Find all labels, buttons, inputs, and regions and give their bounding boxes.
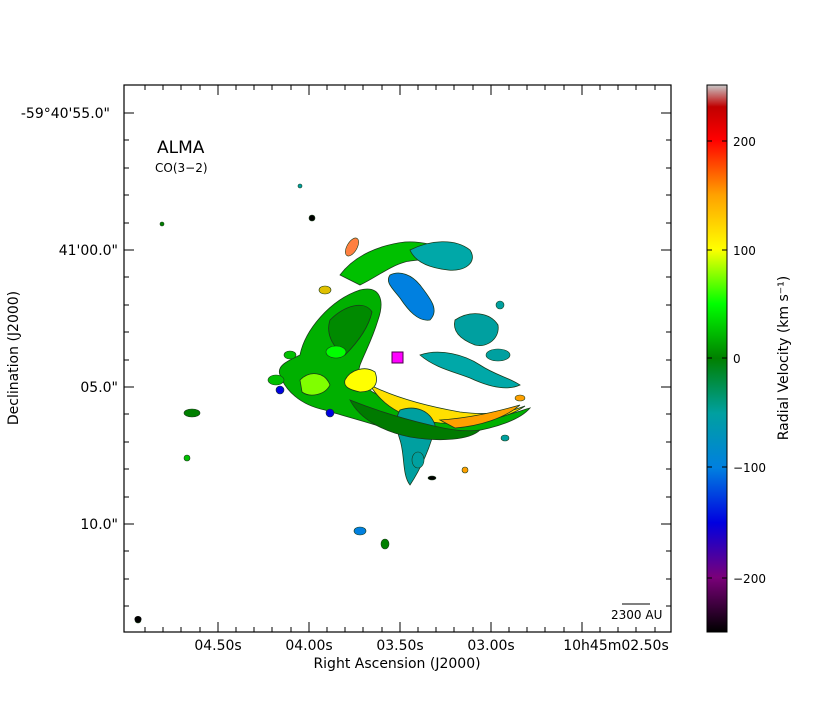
colorbar-tick-label: 100 xyxy=(733,244,756,258)
x-tick-label: 10h45m02.50s xyxy=(563,638,669,654)
x-tick-label: 04.00s xyxy=(285,638,332,654)
y-tick-label: -59°40'55.0" xyxy=(21,106,110,122)
scale-bar-label: 2300 AU xyxy=(611,608,662,622)
plot-frame xyxy=(123,84,672,633)
colorbar-tick-label: 200 xyxy=(733,135,756,149)
colorbar-tick-label: −100 xyxy=(733,461,766,475)
emission-ring xyxy=(278,241,532,486)
x-tick-label: 03.00s xyxy=(467,638,514,654)
colorbar: 200 100 0 −100 −200 Radial Velocity (km … xyxy=(706,84,792,633)
colorbar-tick-label: −200 xyxy=(733,572,766,586)
y-axis-label: Declination (J2000) xyxy=(6,291,22,425)
y-tick-label: 05.0" xyxy=(80,380,118,396)
x-tick-label: 04.50s xyxy=(194,638,241,654)
velocity-map: 2300 AU ALMA CO(3−2) xyxy=(123,84,672,633)
x-tick-label: 03.50s xyxy=(376,638,423,654)
x-axis-label: Right Ascension (J2000) xyxy=(313,656,480,672)
line-label: CO(3−2) xyxy=(155,161,208,175)
emission-clumps xyxy=(134,183,526,624)
x-tick-labels: 04.50s 04.00s 03.50s 03.00s 10h45m02.50s xyxy=(194,638,668,654)
y-tick-label: 10.0" xyxy=(80,517,118,533)
y-tick-labels: -59°40'55.0" 41'00.0" 05.0" 10.0" xyxy=(21,106,118,533)
colorbar-label: Radial Velocity (km s⁻¹) xyxy=(776,276,792,440)
central-source-marker xyxy=(391,351,404,364)
colorbar-tick-label: 0 xyxy=(733,352,741,366)
beam-ellipse xyxy=(134,616,142,622)
y-tick-label: 41'00.0" xyxy=(59,243,118,259)
telescope-label: ALMA xyxy=(157,138,205,158)
